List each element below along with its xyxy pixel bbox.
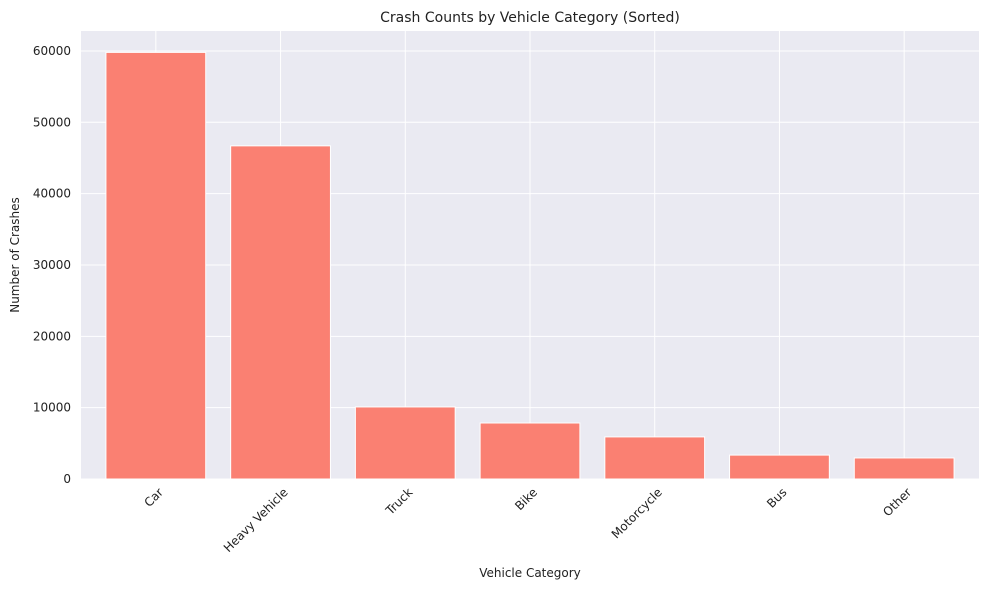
y-tick-label: 10000	[33, 401, 71, 415]
bars-group	[105, 51, 955, 480]
chart-title: Crash Counts by Vehicle Category (Sorted…	[380, 10, 680, 26]
x-axis-label: Vehicle Category	[479, 566, 581, 580]
y-tick-label: 30000	[33, 258, 71, 272]
x-tick-labels: Car Heavy Vehicle Truck Bike Motorcycle Bus Ot…	[141, 485, 914, 555]
y-tick-label: 0	[63, 472, 71, 486]
bar-bike	[479, 422, 581, 480]
x-tick-label: Truck	[382, 485, 415, 518]
y-tick-label: 50000	[33, 115, 71, 129]
x-tick-label: Heavy Vehicle	[221, 485, 291, 555]
y-tick-labels: 0 10000 20000 30000 40000 50000 60000	[33, 44, 71, 486]
x-tick-label: Motorcycle	[609, 485, 665, 541]
y-axis-label: Number of Crashes	[8, 197, 22, 313]
y-tick-label: 40000	[33, 187, 71, 201]
bar-bus	[729, 454, 830, 480]
bar-truck	[354, 406, 456, 480]
bar-motorcycle	[604, 436, 706, 480]
y-tick-label: 60000	[33, 44, 71, 58]
bar-heavy-vehicle	[230, 145, 331, 480]
x-tick-label: Other	[880, 485, 914, 519]
bar-car	[105, 51, 207, 480]
x-tick-label: Car	[141, 485, 166, 510]
x-tick-label: Bike	[512, 485, 540, 513]
bar-other	[853, 457, 955, 480]
y-tick-label: 20000	[33, 329, 71, 343]
x-tick-label: Bus	[764, 485, 790, 511]
